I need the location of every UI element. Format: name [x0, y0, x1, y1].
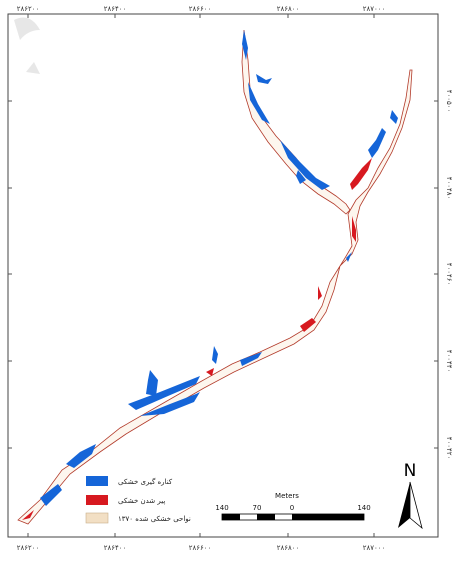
north-label: N — [404, 461, 417, 481]
scale-label-4: 140 — [357, 504, 370, 512]
x-tick-top-3: ۲۸۶۶۰۰ — [189, 5, 212, 13]
watermark-logo — [14, 17, 40, 74]
x-tick-bottom-2: ۲۸۶۴۰۰ — [104, 544, 127, 552]
x-tick-top-5: ۲۸۷۰۰۰ — [363, 5, 386, 13]
legend-label-land: نواحی خشکی شده ۱۳۷۰ — [118, 515, 191, 523]
x-tick-bottom-4: ۲۸۶۸۰۰ — [277, 544, 300, 552]
x-tick-bottom-3: ۲۸۶۶۰۰ — [189, 544, 212, 552]
x-tick-top-1: ۲۸۶۲۰۰ — [17, 5, 40, 13]
scale-label-1: 140 — [215, 504, 228, 512]
legend-swatch-land — [85, 512, 109, 524]
legend-label-accretion: پیر شدن خشکی — [118, 497, 165, 505]
legend-label-erosion: کناره گیری خشکی — [118, 477, 173, 486]
scale-title: Meters — [275, 492, 299, 500]
legend-swatch-accretion — [86, 495, 108, 505]
north-arrow-icon: N — [398, 461, 423, 530]
river-land-area — [17, 69, 413, 525]
scale-bar: Meters 140 70 0 140 — [215, 492, 371, 521]
accretion-areas — [22, 158, 372, 520]
map-frame — [7, 13, 439, 538]
top-ticks — [8, 14, 438, 537]
legend-swatch-erosion — [86, 476, 108, 486]
y-tick-5: ۴۰۰۴۲۰ — [445, 437, 453, 460]
x-tick-top-4: ۲۸۶۸۰۰ — [277, 5, 300, 13]
x-tick-top-2: ۲۸۶۴۰۰ — [104, 5, 127, 13]
y-tick-3: ۴۰۰۴۶۰ — [445, 263, 453, 286]
legend: کناره گیری خشکی پیر شدن خشکی نواحی خشکی … — [85, 476, 191, 524]
erosion-areas — [40, 30, 398, 506]
y-tick-4: ۴۰۰۴۴۰ — [445, 350, 453, 373]
scale-label-2: 70 — [253, 504, 262, 512]
y-tick-2: ۴۰۰۴۸۰ — [445, 177, 453, 200]
x-tick-bottom-1: ۲۸۶۲۰۰ — [17, 544, 40, 552]
x-tick-bottom-5: ۲۸۷۰۰۰ — [363, 544, 386, 552]
scale-label-3: 0 — [290, 504, 294, 512]
y-tick-1: ۴۰۰۵۰۰ — [445, 90, 453, 113]
